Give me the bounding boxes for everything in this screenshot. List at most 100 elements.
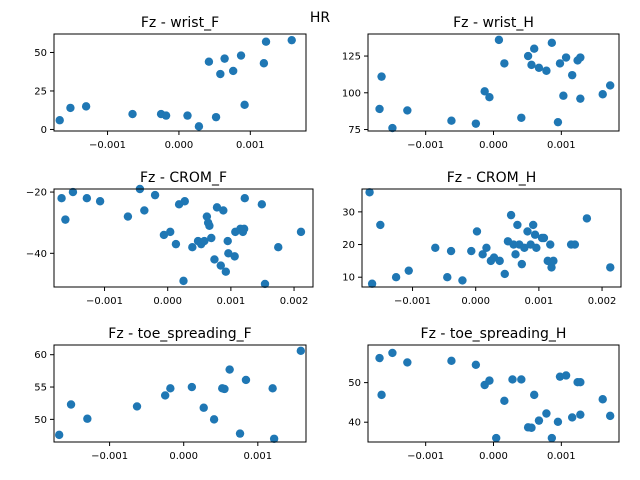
scatter-point bbox=[259, 59, 269, 68]
scatter-point bbox=[377, 72, 386, 81]
scatter-point bbox=[534, 416, 544, 425]
y-tick-label: 20 bbox=[342, 240, 355, 251]
x-tick-label: −0.001 bbox=[407, 140, 444, 151]
scatter-point bbox=[240, 193, 249, 203]
scatter-point bbox=[166, 384, 175, 393]
scatter-point bbox=[205, 221, 214, 230]
y-tick-label: 125 bbox=[342, 52, 361, 63]
scatter-point bbox=[547, 263, 556, 272]
scatter-point bbox=[485, 376, 494, 385]
scatter-point bbox=[204, 57, 214, 66]
scatter-point bbox=[95, 197, 105, 206]
scatter-point bbox=[160, 391, 170, 400]
scatter-point bbox=[274, 242, 283, 252]
scatter-point bbox=[500, 396, 509, 406]
scatter-point bbox=[261, 37, 271, 46]
y-tick-label: 50 bbox=[348, 378, 361, 389]
scatter-point bbox=[606, 263, 615, 272]
x-tick-label: −0.001 bbox=[407, 451, 444, 462]
scatter-point bbox=[404, 266, 413, 275]
x-tick-label: 0.001 bbox=[547, 451, 576, 462]
y-tick-label: 60 bbox=[34, 350, 47, 361]
scatter-point bbox=[223, 236, 232, 246]
x-tick-label: 0.001 bbox=[244, 451, 273, 462]
scatter-point bbox=[534, 63, 544, 73]
x-tick-label: 0.002 bbox=[588, 296, 617, 307]
scatter-point bbox=[570, 240, 580, 249]
panel-toe-spreading-f: Fz - toe_spreading_F −0.001 0.000 0.001 50 55… bbox=[34, 326, 307, 462]
scatter-point bbox=[199, 403, 208, 412]
scatter-point bbox=[236, 51, 246, 60]
scatter-point bbox=[296, 346, 306, 356]
scatter-point bbox=[240, 100, 249, 110]
scatter-point bbox=[132, 402, 142, 411]
scatter-point bbox=[605, 411, 615, 421]
scatter-point bbox=[447, 356, 456, 366]
scatter-point bbox=[216, 69, 225, 79]
scatter-point bbox=[224, 249, 233, 258]
y-tick-label: 55 bbox=[34, 383, 47, 394]
scatter-point bbox=[539, 233, 549, 243]
x-tick-label: −0.001 bbox=[91, 451, 128, 462]
scatter-point bbox=[220, 384, 229, 394]
scatter-point bbox=[530, 230, 540, 239]
x-tick-label: 0.000 bbox=[479, 140, 508, 151]
scatter-point bbox=[161, 111, 171, 120]
x-tick-label: 0.001 bbox=[525, 296, 554, 307]
x-tick-label: 0.001 bbox=[547, 140, 576, 151]
scatter-point bbox=[123, 212, 133, 221]
scatter-point bbox=[140, 206, 149, 215]
scatter-point bbox=[523, 51, 533, 61]
scatter-point bbox=[598, 395, 607, 404]
scatter-point bbox=[547, 38, 557, 48]
scatter-point bbox=[542, 409, 551, 418]
scatter-point bbox=[530, 44, 539, 53]
scatter-point bbox=[506, 210, 516, 220]
scatter-point bbox=[555, 59, 565, 68]
scatter-point bbox=[530, 390, 539, 400]
scatter-point bbox=[532, 243, 541, 252]
scatter-point bbox=[228, 66, 238, 76]
panel-title: Fz - CROM_F bbox=[140, 170, 227, 186]
scatter-point bbox=[61, 215, 70, 224]
scatter-point bbox=[287, 35, 296, 45]
panel-title: Fz - wrist_F bbox=[141, 15, 219, 31]
scatter-point bbox=[547, 433, 557, 443]
scatter-point bbox=[471, 360, 481, 369]
scatter-point bbox=[219, 206, 228, 215]
x-tick-label: 0.001 bbox=[236, 140, 265, 151]
scatter-point bbox=[482, 243, 491, 252]
scatter-point bbox=[480, 87, 489, 96]
scatter-point bbox=[216, 261, 225, 270]
scatter-point bbox=[388, 348, 397, 358]
scatter-point bbox=[225, 365, 234, 374]
scatter-point bbox=[239, 224, 249, 234]
scatter-point bbox=[367, 279, 377, 288]
scatter-point bbox=[576, 410, 585, 419]
scatter-point bbox=[576, 94, 585, 103]
scatter-point bbox=[377, 390, 386, 400]
scatter-point bbox=[220, 54, 229, 63]
scatter-point bbox=[375, 104, 384, 114]
scatter-point bbox=[561, 371, 571, 380]
scatter-point bbox=[188, 242, 197, 252]
scatter-point bbox=[605, 81, 615, 90]
scatter-point bbox=[66, 103, 75, 113]
scatter-point bbox=[559, 91, 568, 100]
scatter-point bbox=[527, 60, 536, 70]
scatter-point bbox=[500, 59, 509, 68]
scatter-point bbox=[150, 190, 160, 200]
scatter-point bbox=[561, 53, 571, 62]
x-tick-label: 0.000 bbox=[479, 451, 508, 462]
scatter-point bbox=[542, 66, 551, 75]
x-tick-label: 0.000 bbox=[153, 296, 182, 307]
scatter-point bbox=[82, 193, 92, 203]
scatter-point bbox=[183, 111, 192, 120]
scatter-point bbox=[365, 188, 374, 197]
axes-frame bbox=[367, 344, 620, 443]
scatter-point bbox=[403, 106, 412, 115]
scatter-point bbox=[485, 92, 494, 102]
scatter-point bbox=[235, 429, 245, 438]
scatter-point bbox=[517, 375, 526, 384]
scatter-point bbox=[576, 53, 585, 62]
